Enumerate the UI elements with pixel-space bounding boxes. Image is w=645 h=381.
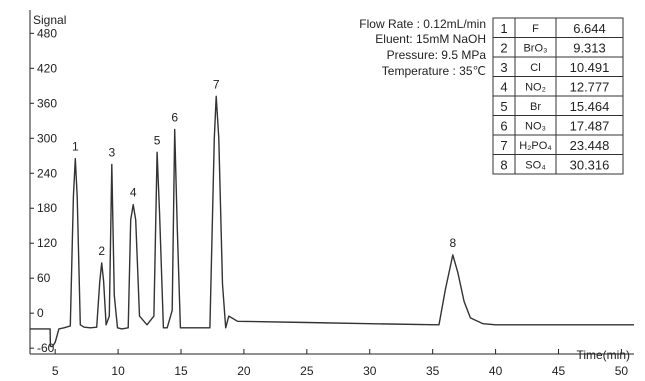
table-cell-time: 12.777 [570,79,610,94]
signal-line [30,95,634,348]
peak-label: 2 [98,244,105,258]
table-cell-number: 1 [500,21,507,36]
y-tick-label: 480 [37,26,57,40]
y-axis-label: Signal [33,13,66,27]
conditions-block: Flow Rate : 0.12mL/min Eluent: 15mM NaOH… [359,17,486,78]
y-tick-label: 180 [37,201,57,215]
condition-temperature: Temperature : 35℃ [382,64,486,78]
table-cell-number: 3 [500,60,507,75]
table-cell-number: 6 [500,118,507,133]
x-tick-label: 35 [426,364,440,378]
y-ticks: -60 0 60 120 180 240 300 360 420 480 [30,26,57,355]
table-cell-number: 8 [500,157,507,172]
table-cell-ion: Cl [530,62,540,74]
y-tick-label: 360 [37,96,57,110]
condition-eluent: Eluent: 15mM NaOH [375,32,486,46]
condition-flow-rate: Flow Rate : 0.12mL/min [359,17,486,31]
peak-label: 7 [213,77,220,91]
condition-pressure: Pressure: 9.5 MPa [387,48,487,62]
peak-label: 5 [154,133,161,147]
table-cell-ion: Br [530,101,541,113]
peak-label: 4 [130,186,137,200]
table-cell-time: 10.491 [570,60,610,75]
table-cell-time: 23.448 [570,138,610,153]
table-cell-number: 7 [500,138,507,153]
table-cell-number: 5 [500,99,507,114]
y-tick-label: 60 [37,271,51,285]
y-tick-label: 420 [37,61,57,75]
x-tick-label: 40 [489,364,503,378]
y-tick-label: 240 [37,166,57,180]
x-tick-label: 5 [52,364,59,378]
peak-label: 3 [108,146,115,160]
y-tick-label: 0 [37,306,44,320]
x-tick-label: 50 [615,364,629,378]
y-tick-label: 300 [37,131,57,145]
table-cell-time: 6.644 [573,21,606,36]
x-tick-label: 10 [111,364,125,378]
axes [29,10,634,355]
table-cell-time: 17.487 [570,118,610,133]
table-cell-time: 9.313 [573,40,606,55]
x-tick-label: 45 [552,364,566,378]
x-tick-label: 25 [300,364,314,378]
x-axis-label: Time(min) [576,348,630,362]
peak-label: 6 [171,111,178,125]
table-cell-ion: H₂PO₄ [519,140,552,152]
table-cell-ion: NO₂ [525,81,546,93]
table-cell-number: 4 [500,79,507,94]
x-tick-label: 30 [363,364,377,378]
table-cell-time: 15.464 [570,99,610,114]
peak-labels: 1 2 3 4 56 7 8 [72,77,456,258]
x-tick-label: 20 [237,364,251,378]
table-cell-ion: SO₄ [525,159,546,171]
x-ticks: 5 10 15 20 25 30 35 40 45 50 [52,349,629,378]
peak-table: 1 F 6.644 2 BrO₃ 9.313 3 Cl 10.491 4 NO₂ 12.777 5 Br 1… [492,17,624,175]
table-cell-number: 2 [500,40,507,55]
peak-label: 8 [449,236,456,250]
x-tick-label: 15 [174,364,188,378]
y-tick-label: -60 [37,341,55,355]
table-cell-ion: BrO₃ [523,42,547,54]
table-cell-ion: NO₃ [525,120,546,132]
peak-label: 1 [72,140,79,154]
y-tick-label: 120 [37,236,57,250]
table-cell-time: 30.316 [570,157,610,172]
table-cell-ion: F [532,23,539,35]
